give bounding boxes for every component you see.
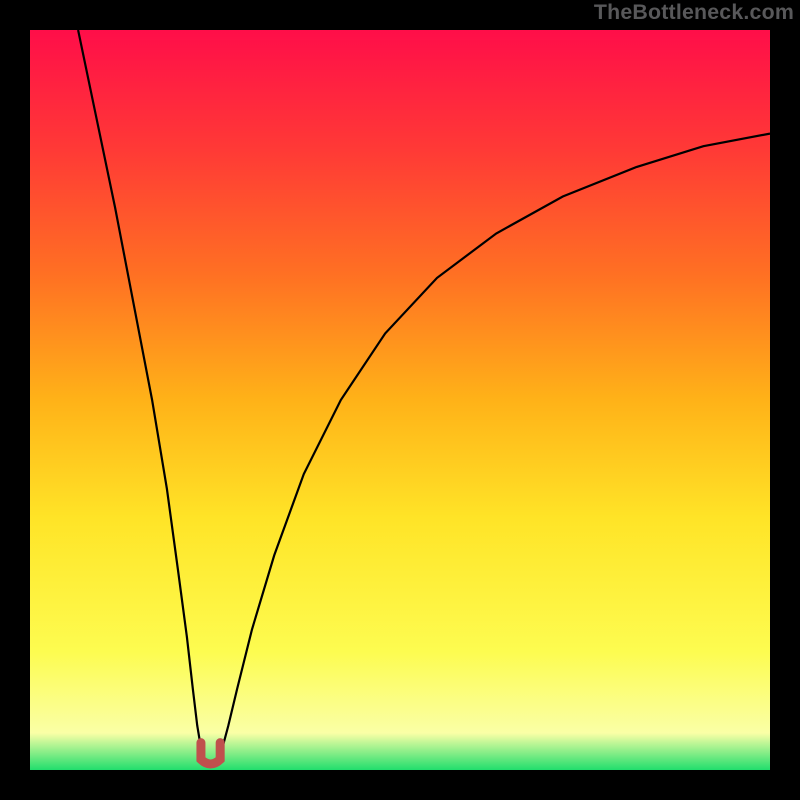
attribution-text: TheBottleneck.com [594,0,794,25]
plot-area [30,30,770,770]
stage: TheBottleneck.com [0,0,800,800]
optimum-marker [201,743,220,764]
bottleneck-curve [78,30,770,764]
chart-overlay [30,30,770,770]
